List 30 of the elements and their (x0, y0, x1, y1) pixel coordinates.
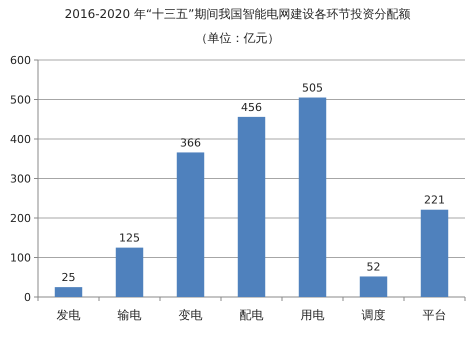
chart-subtitle: （单位：亿元） (196, 31, 280, 45)
bar (360, 276, 388, 297)
x-tick-label: 调度 (362, 308, 386, 322)
bar (420, 210, 448, 297)
bar (54, 287, 82, 297)
chart-title: 2016-2020 年“十三五”期间我国智能电网建设各环节投资分配额 (64, 7, 410, 21)
y-tick-label: 600 (10, 54, 31, 67)
data-label: 456 (241, 100, 262, 114)
y-tick-label: 0 (24, 291, 31, 304)
data-label: 125 (119, 232, 140, 245)
y-tick-label: 500 (10, 94, 31, 106)
x-tick-label: 平台 (422, 308, 446, 322)
x-tick-label: 用电 (300, 308, 324, 322)
bar (238, 116, 266, 297)
data-label: 25 (62, 271, 76, 284)
x-tick-label: 变电 (178, 308, 202, 322)
data-label: 52 (366, 260, 380, 274)
x-tick-label: 配电 (240, 308, 264, 322)
x-tick-label: 发电 (56, 308, 80, 322)
bar (176, 152, 204, 297)
data-label: 366 (180, 136, 201, 150)
y-tick-label: 200 (10, 212, 31, 225)
x-tick-label: 输电 (118, 308, 142, 322)
y-tick-label: 300 (10, 172, 31, 186)
bar (298, 98, 326, 297)
y-tick-label: 100 (10, 252, 31, 264)
data-label: 505 (302, 82, 323, 95)
y-tick-label: 400 (10, 133, 31, 146)
data-label: 221 (424, 194, 445, 207)
bar (116, 248, 144, 297)
